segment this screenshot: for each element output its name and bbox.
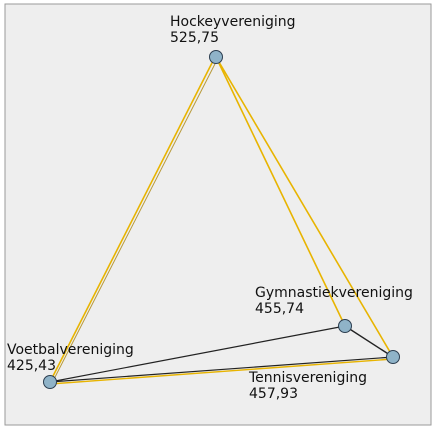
node	[338, 319, 352, 333]
edge	[344, 325, 394, 358]
node	[386, 350, 400, 364]
node-label: Tennisvereniging	[248, 370, 367, 386]
node-value: 525,75	[170, 30, 219, 46]
node-value: 457,93	[249, 386, 298, 402]
nodes	[43, 50, 400, 389]
node-value: 455,74	[255, 301, 304, 317]
node	[209, 50, 223, 64]
edges	[49, 56, 394, 385]
edge	[215, 56, 394, 358]
edge	[49, 325, 346, 383]
labels: Hockeyvereniging 525,75 Gymnastiekvereni…	[7, 14, 413, 402]
edge	[49, 356, 394, 383]
node-value: 425,43	[7, 358, 56, 374]
panel	[4, 3, 432, 426]
edge	[51, 57, 219, 384]
node	[43, 375, 57, 389]
node-label: Voetbalvereniging	[7, 342, 134, 358]
node-label: Gymnastiekvereniging	[255, 285, 413, 301]
edge	[215, 56, 346, 327]
edge	[49, 358, 394, 385]
edge	[49, 56, 216, 383]
node-label: Hockeyvereniging	[170, 14, 296, 30]
